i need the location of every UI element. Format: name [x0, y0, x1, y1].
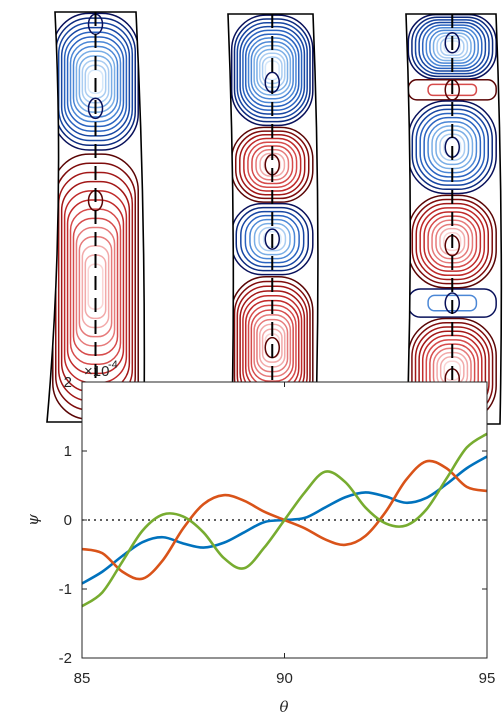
contour-level [234, 130, 310, 200]
y-multiplier-label: ×10 -4 [84, 359, 118, 380]
series-lines [81, 432, 488, 608]
contour-level [439, 227, 466, 256]
contour-panel [405, 13, 503, 425]
x-tick-label: 90 [276, 670, 293, 687]
y-tick-label: 0 [64, 512, 72, 529]
contour-level [443, 360, 461, 381]
line-chart: 85 90 95 -2 -1 0 1 2 ×10 -4 θ ψ [24, 359, 495, 716]
contour-level [258, 226, 287, 252]
contour-level [239, 134, 306, 196]
x-tick-label: 85 [74, 670, 91, 687]
y-tick-label: 1 [64, 443, 72, 460]
x-axis-label: θ [279, 698, 288, 716]
axis-ticks: 85 90 95 -2 -1 0 1 2 [59, 374, 496, 687]
y-multiplier-base: ×10 [84, 363, 109, 380]
contour-level [87, 69, 104, 95]
contour-level [247, 141, 298, 188]
contour-level [436, 34, 469, 59]
y-tick-label: -1 [59, 581, 72, 598]
y-axis-label: ψ [24, 514, 42, 526]
contour-center [444, 79, 460, 101]
contour-panel [227, 13, 319, 417]
panel-outline [405, 13, 503, 425]
contour-panels [46, 11, 503, 425]
contour-level [419, 207, 486, 277]
y-tick-label: -2 [59, 650, 72, 667]
y-multiplier-exponent: -4 [108, 359, 118, 371]
contour-panel [46, 11, 146, 423]
x-tick-label: 95 [479, 670, 496, 687]
contour-level [443, 232, 462, 252]
contour-level [423, 211, 482, 272]
y-tick-label: 2 [64, 374, 72, 391]
contour-center [444, 31, 460, 54]
series-line [81, 432, 488, 608]
contour-level [235, 206, 309, 272]
contour-center [87, 97, 104, 120]
contour-center [264, 228, 280, 250]
